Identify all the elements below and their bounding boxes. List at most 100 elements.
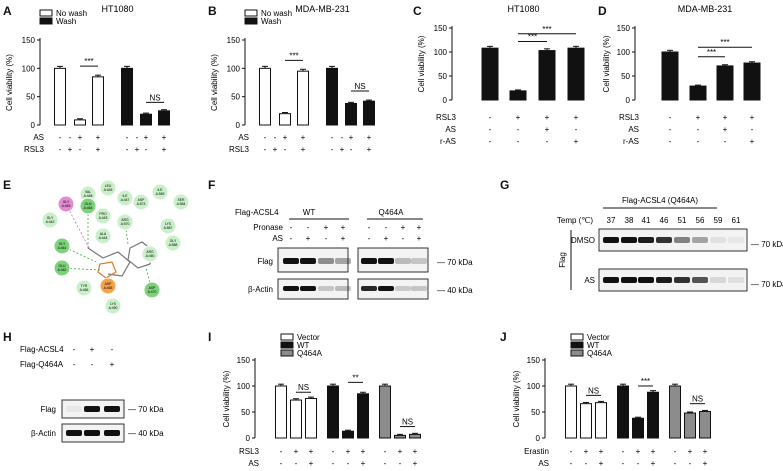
dmso-band xyxy=(692,237,708,243)
sign: - xyxy=(350,145,353,154)
chart-panel-d: MDA-MB-231 0 50 100 150 Cell viability (%) RSL… xyxy=(602,4,761,146)
as-band xyxy=(656,277,672,283)
temp-value: 46 xyxy=(660,216,669,225)
sign: - xyxy=(126,133,129,142)
temp-value: 37 xyxy=(607,216,616,225)
legend-swatch xyxy=(39,9,53,17)
residue-node xyxy=(172,193,190,211)
y-tick-label: 150 xyxy=(237,356,251,365)
group-label: Q464A xyxy=(379,208,405,217)
legend-label: Q464A xyxy=(297,349,323,358)
residue-label: A:445 xyxy=(104,188,113,192)
interaction-line xyxy=(65,203,91,251)
sign: + xyxy=(90,345,95,354)
bar xyxy=(158,110,170,126)
panel-letter-a: A xyxy=(3,4,12,18)
residue-label: A:588 xyxy=(169,243,178,247)
sign: + xyxy=(361,447,366,456)
group-label: WT xyxy=(303,208,316,217)
residue-label: ILE xyxy=(157,188,163,192)
sign: + xyxy=(703,447,708,456)
residue-node xyxy=(53,259,71,277)
sign: + xyxy=(309,447,314,456)
sign: + xyxy=(341,223,346,232)
sign: + xyxy=(144,133,149,142)
residue-label: GLY xyxy=(47,216,54,220)
bar xyxy=(326,67,338,126)
residue-node xyxy=(132,193,150,211)
significance-label: NS xyxy=(692,395,703,404)
y-axis-label: Cell viability (%) xyxy=(222,370,231,427)
sign: - xyxy=(517,137,520,146)
sign: - xyxy=(307,223,310,232)
sign: - xyxy=(59,133,62,142)
sign: + xyxy=(301,145,306,154)
row-label: Erastin xyxy=(524,447,549,456)
significance-label: *** xyxy=(542,25,551,34)
sign: - xyxy=(384,447,387,456)
row-label: Flag-ACSL4 xyxy=(20,345,64,354)
bar xyxy=(632,417,644,439)
mw-label: — 70 kDa xyxy=(751,280,783,289)
row-label: r-AS xyxy=(440,137,456,146)
flag-band xyxy=(84,406,100,412)
actin-band xyxy=(66,430,82,436)
dmso-band xyxy=(603,237,619,243)
y-axis-label: Cell viability (%) xyxy=(5,54,14,111)
bar xyxy=(74,119,86,126)
blot-top-label: Flag-ACSL4 xyxy=(235,208,279,217)
sign: + xyxy=(417,234,422,243)
residue-label: ASP xyxy=(149,286,157,290)
sign: + xyxy=(545,113,550,122)
residue-label: GLU xyxy=(59,264,67,268)
docking-diagram: VALA:448LEUA:445ILEA:447ILEA:569GLYA:463… xyxy=(41,179,190,315)
sign: + xyxy=(651,459,656,468)
flag-band xyxy=(411,258,427,264)
sign: - xyxy=(622,447,625,456)
legend-label: Vector xyxy=(587,333,610,342)
panel-letter-f: F xyxy=(208,178,216,192)
temp-value: 59 xyxy=(714,216,723,225)
residue-label: A:463 xyxy=(62,204,71,208)
sign: - xyxy=(689,459,692,468)
legend-label: WT xyxy=(297,341,310,350)
bar xyxy=(140,113,152,126)
bar xyxy=(342,430,354,439)
sign: - xyxy=(669,137,672,146)
sign: - xyxy=(674,447,677,456)
bar xyxy=(345,102,357,126)
bar xyxy=(699,410,711,439)
sign: - xyxy=(59,145,62,154)
row-label: Pronase xyxy=(253,223,283,232)
row-label: AS xyxy=(445,125,456,134)
panel-letter-h: H xyxy=(3,330,12,344)
sign: + xyxy=(162,133,167,142)
flag-band xyxy=(318,258,334,264)
residue-label: A:466 xyxy=(80,288,89,292)
sign: - xyxy=(274,133,277,142)
sign: - xyxy=(331,133,334,142)
blot-top-label: Flag-ACSL4 (Q464A) xyxy=(622,196,698,205)
blot-label: Flag xyxy=(257,257,273,266)
sign: - xyxy=(489,113,492,122)
chart-panel-b: MDA-MB-231 0 50 100 150 Cell viability (%) AS R… xyxy=(210,4,375,154)
temp-value: 56 xyxy=(696,216,705,225)
blot-label: AS xyxy=(584,276,595,285)
sign: - xyxy=(669,125,672,134)
bar xyxy=(305,397,317,439)
mw-label: — 40 kDa xyxy=(437,286,473,295)
legend-swatch xyxy=(244,9,258,17)
residue-label: ILE xyxy=(122,194,128,198)
residue-label: SER xyxy=(178,198,186,202)
sign: - xyxy=(368,234,371,243)
flag-band xyxy=(66,406,82,412)
bar xyxy=(580,403,592,439)
y-tick-label: 150 xyxy=(434,24,448,33)
residue-label: A:490 xyxy=(109,306,118,310)
bar xyxy=(394,434,406,439)
residue-label: A:573 xyxy=(137,202,146,206)
sign: + xyxy=(340,145,345,154)
sign: - xyxy=(384,459,387,468)
actin-band xyxy=(300,286,316,291)
y-tick-label: 50 xyxy=(438,72,447,81)
